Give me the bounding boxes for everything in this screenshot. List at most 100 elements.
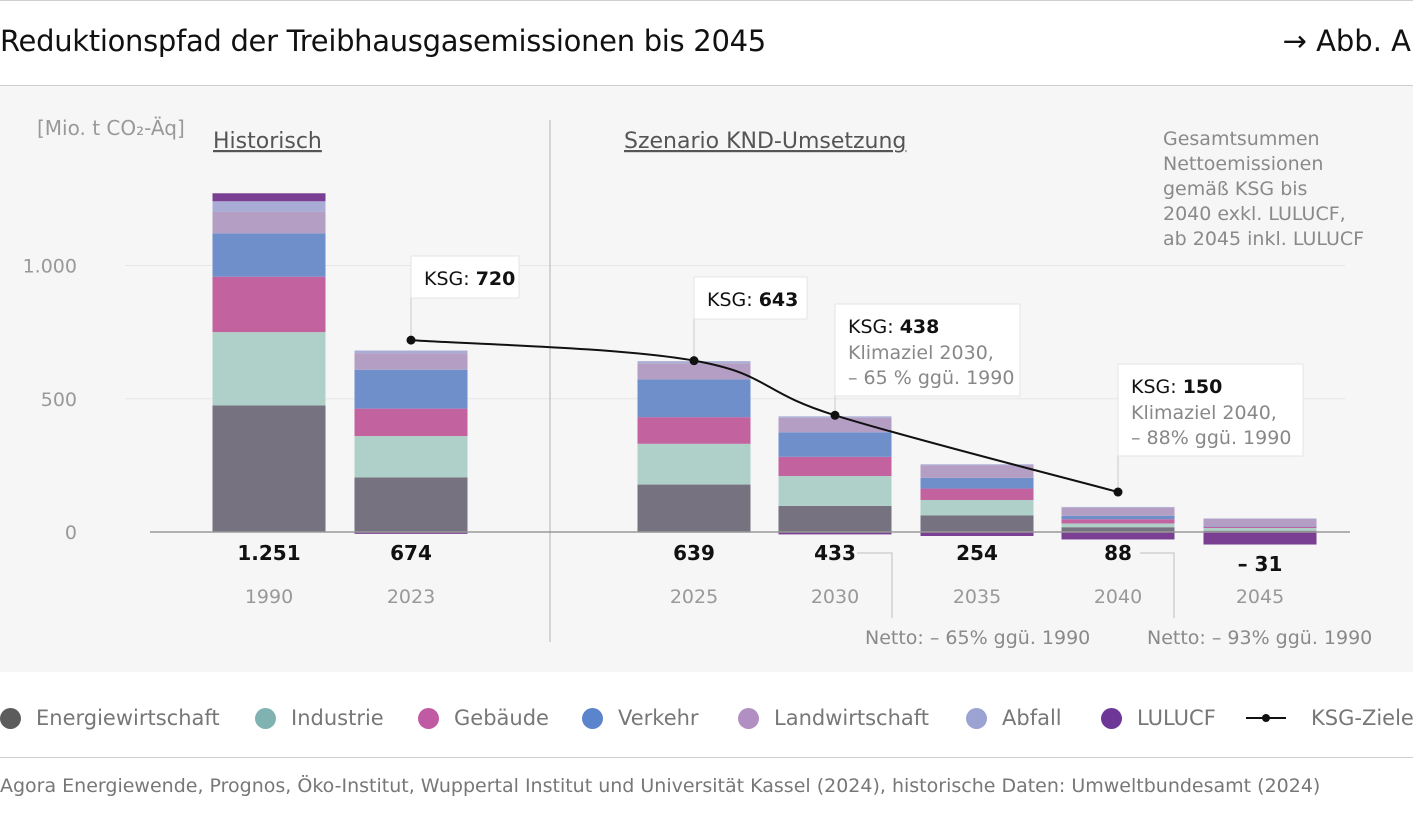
bar-segment-lulucf-2023 <box>354 532 468 534</box>
ksg-callout-note: Klimaziel 2030, <box>848 342 994 364</box>
legend-item-lulucf: LULUCF <box>1101 700 1216 736</box>
totals-note-line: gemäß KSG bis <box>1163 178 1307 200</box>
bar-segment-industrie-1990 <box>212 332 326 406</box>
bar-segment-abfall-2023 <box>354 350 468 354</box>
bar-segment-verkehr-2023 <box>354 369 468 409</box>
bar-segment-verkehr-2035 <box>920 477 1034 489</box>
legend-label: KSG-Ziele <box>1311 706 1413 730</box>
emissions-chart: 0 500 1.000 [Mio. t CO₂-Äq] Historisch Szenar… <box>23 116 1373 649</box>
total-label: – 31 <box>1238 552 1283 576</box>
ksg-callout-prefix: KSG: <box>707 289 759 311</box>
bar-segment-industrie-2035 <box>920 500 1034 516</box>
header-rule <box>0 85 1413 86</box>
y-unit-label: [Mio. t CO₂-Äq] <box>37 116 185 140</box>
ksg-target-point <box>1113 487 1123 497</box>
total-label: 433 <box>814 541 856 565</box>
x-tick-label: 2040 <box>1094 586 1142 608</box>
x-tick-label: 2030 <box>811 586 859 608</box>
ksg-callout-note: – 88% ggü. 1990 <box>1131 427 1291 449</box>
bar-segment-energiewirtschaft-2023 <box>354 477 468 532</box>
ksg-callout-label: KSG: 150 <box>1131 376 1222 398</box>
bar-segment-industrie-2045 <box>1203 528 1317 531</box>
bar-segment-energiewirtschaft-2025 <box>637 484 751 532</box>
bar-segment-gebäude-2025 <box>637 417 751 444</box>
bar-segment-industrie-2025 <box>637 443 751 485</box>
legend-item-gebäude: Gebäude <box>418 700 549 736</box>
legend: Energiewirtschaft Industrie Gebäude Verkehr… <box>0 700 1413 736</box>
y-tick-label: 0 <box>65 522 77 544</box>
bar-segment-landwirtschaft-2030 <box>778 417 892 433</box>
x-tick-label: 2025 <box>670 586 718 608</box>
ksg-callout-prefix: KSG: <box>1131 376 1183 398</box>
figure-reference: → Abb. A <box>1282 24 1411 58</box>
top-rule <box>0 0 1413 1</box>
totals-note-line: 2040 exkl. LULUCF, <box>1163 203 1346 225</box>
legend-item-industrie: Industrie <box>255 700 384 736</box>
ksg-callout-value: 438 <box>900 316 940 338</box>
bar-segment-abfall-2040 <box>1061 506 1175 508</box>
circle-swatch-icon <box>1101 707 1122 729</box>
totals-note-line: ab 2045 inkl. LULUCF <box>1163 228 1364 250</box>
net-note: Netto: – 65% ggü. 1990 <box>865 627 1090 649</box>
legend-label: Landwirtschaft <box>774 706 930 730</box>
bar-segment-landwirtschaft-1990 <box>212 211 326 234</box>
ksg-callout-box <box>410 255 520 299</box>
bar-segment-abfall-2045 <box>1203 518 1317 519</box>
legend-item-verkehr: Verkehr <box>582 700 699 736</box>
bar-segment-abfall-2035 <box>920 464 1034 466</box>
circle-swatch-icon <box>418 707 439 729</box>
ksg-callout-note: – 65 % ggü. 1990 <box>848 367 1014 389</box>
legend-label: Industrie <box>291 706 384 730</box>
ksg-callout-box <box>834 303 1021 397</box>
legend-label: Verkehr <box>618 706 699 730</box>
bar-segment-lulucf-2045 <box>1203 532 1317 545</box>
legend-item-abfall: Abfall <box>966 700 1062 736</box>
ksg-callout-prefix: KSG: <box>848 316 900 338</box>
ksg-callout-box <box>693 276 808 320</box>
ksg-callout-label: KSG: 643 <box>707 289 798 311</box>
bar-segment-energiewirtschaft-2030 <box>778 505 892 532</box>
net-note-leader <box>857 552 893 618</box>
ksg-callout-note: Klimaziel 2040, <box>1131 402 1277 424</box>
bar-segment-industrie-2030 <box>778 476 892 506</box>
ksg-callout-prefix: KSG: <box>424 268 476 290</box>
ksg-callout-box <box>1117 363 1304 457</box>
bar-segment-gebäude-2035 <box>920 488 1034 501</box>
bar-segment-landwirtschaft-2025 <box>637 363 751 380</box>
bar-segment-landwirtschaft-2023 <box>354 353 468 370</box>
bar-segment-energiewirtschaft-2035 <box>920 515 1034 532</box>
ksg-callout-label: KSG: 438 <box>848 316 939 338</box>
source-note: Agora Energiewende, Prognos, Öko-Institu… <box>0 775 1321 797</box>
bar-segment-gebäude-1990 <box>212 276 326 333</box>
bar-segment-gebäude-2045 <box>1203 526 1317 529</box>
circle-swatch-icon <box>738 707 759 729</box>
total-label: 254 <box>956 541 998 565</box>
ksg-target-point <box>830 410 840 420</box>
section-heading: Historisch <box>213 129 322 154</box>
bar-segment-landwirtschaft-2040 <box>1061 507 1175 516</box>
bar-segment-verkehr-2045 <box>1203 526 1317 527</box>
net-note: Netto: – 93% ggü. 1990 <box>1147 627 1372 649</box>
bar-segment-lulucf-1990 <box>212 193 326 202</box>
total-label: 1.251 <box>237 541 300 565</box>
bar-segment-lulucf-2030 <box>778 532 892 535</box>
legend-item-ksg-ziele: KSG-Ziele <box>1246 700 1413 736</box>
legend-item-energiewirtschaft: Energiewirtschaft <box>0 700 220 736</box>
bar-segment-industrie-2040 <box>1061 523 1175 528</box>
circle-swatch-icon <box>255 707 276 729</box>
ksg-callout-value: 643 <box>759 289 799 311</box>
ksg-callout-value: 720 <box>476 268 516 290</box>
bar-segment-landwirtschaft-2045 <box>1203 518 1317 527</box>
circle-swatch-icon <box>0 707 21 729</box>
legend-label: Abfall <box>1002 706 1062 730</box>
circle-swatch-icon <box>966 707 987 729</box>
totals-note-line: Nettoemissionen <box>1163 153 1323 175</box>
line-marker-icon <box>1246 714 1286 722</box>
bar-segment-abfall-1990 <box>212 201 326 212</box>
legend-item-landwirtschaft: Landwirtschaft <box>738 700 929 736</box>
x-tick-label: 2035 <box>953 586 1001 608</box>
net-note-leader <box>1140 552 1175 618</box>
bar-segment-gebäude-2030 <box>778 456 892 477</box>
total-label: 639 <box>673 541 715 565</box>
bar-segment-energiewirtschaft-2040 <box>1061 527 1175 532</box>
